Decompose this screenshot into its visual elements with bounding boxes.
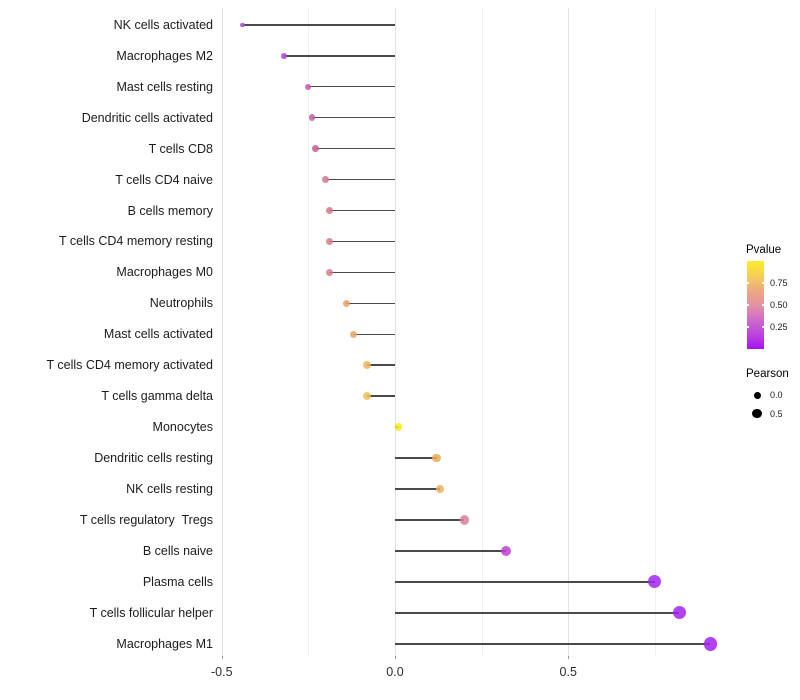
category-label: T cells CD4 memory resting — [59, 234, 213, 249]
data-point — [394, 423, 403, 431]
data-point — [703, 637, 718, 651]
category-label: Macrophages M1 — [116, 636, 213, 651]
pvalue-legend: Pvalue 0.75 0.50 0.25 — [746, 244, 800, 349]
category-label: T cells CD4 memory activated — [46, 358, 214, 373]
pvalue-gradient-tick — [746, 304, 749, 306]
pvalue-gradient-tick — [746, 282, 749, 284]
data-point — [459, 515, 470, 525]
x-axis-tick-label: -0.5 — [210, 665, 233, 679]
lollipop-stem — [395, 612, 680, 614]
pvalue-gradient-tick — [746, 326, 749, 328]
lollipop-stem — [367, 364, 395, 367]
gridline-major — [221, 8, 223, 656]
category-label: Plasma cells — [142, 574, 213, 589]
gridline-minor — [481, 8, 483, 656]
pearson-legend-label: 0.0 — [770, 390, 783, 400]
lollipop-stem — [395, 550, 506, 552]
lollipop-stem — [308, 85, 395, 88]
x-axis-tick — [395, 656, 396, 659]
pvalue-legend-title: Pvalue — [746, 244, 782, 256]
lollipop-stem — [325, 178, 395, 181]
data-point — [349, 330, 358, 339]
x-axis-tick — [221, 656, 223, 659]
data-point — [325, 207, 333, 214]
category-label: B cells naive — [142, 543, 213, 558]
pearson-legend: Pearson 0.0 0.5 — [746, 368, 800, 419]
data-point — [342, 299, 351, 308]
category-label: Neutrophils — [149, 296, 213, 311]
lollipop-stem — [395, 643, 711, 645]
pvalue-tick-label: 0.50 — [770, 300, 788, 310]
data-point — [325, 237, 333, 245]
category-label: T cells CD8 — [148, 141, 213, 156]
lollipop-stem — [346, 302, 395, 305]
category-label: NK cells resting — [126, 482, 213, 497]
data-point — [325, 268, 333, 276]
pearson-legend-dot — [753, 391, 761, 399]
data-point — [672, 606, 686, 620]
lollipop-stem — [329, 271, 395, 274]
pvalue-tick-label: 0.75 — [770, 278, 788, 288]
lollipop-stem — [367, 395, 395, 397]
pvalue-gradient-tick — [761, 282, 764, 284]
category-label: Dendritic cells activated — [81, 110, 213, 125]
lollipop-stem — [395, 519, 465, 521]
x-axis-tick — [568, 656, 570, 659]
category-label: Mast cells resting — [116, 79, 213, 94]
lollipop-stem — [395, 581, 655, 583]
category-label: NK cells activated — [113, 17, 213, 32]
category-label: T cells follicular helper — [89, 605, 213, 620]
data-point — [240, 22, 245, 28]
lollipop-stem — [242, 24, 395, 26]
data-point — [435, 484, 445, 494]
pearson-legend-dot — [752, 408, 762, 419]
pearson-legend-label: 0.5 — [770, 408, 783, 419]
data-point — [363, 361, 372, 370]
category-label: T cells gamma delta — [101, 389, 213, 404]
pvalue-gradient-bar — [747, 261, 764, 349]
lollipop-stem — [395, 457, 437, 459]
category-label: T cells regulatory Tregs — [79, 513, 213, 527]
data-point — [308, 114, 316, 121]
data-point — [648, 575, 662, 589]
lollipop-stem — [353, 333, 395, 336]
gridline-major — [395, 8, 396, 656]
category-label: B cells memory — [127, 203, 213, 218]
category-label: Mast cells activated — [103, 327, 213, 342]
pvalue-gradient-tick — [761, 304, 764, 306]
gridline-minor — [654, 8, 656, 656]
pearson-legend-title: Pearson — [746, 368, 789, 380]
data-point — [305, 83, 312, 90]
gridline-major — [568, 8, 570, 656]
lollipop-stem — [284, 54, 395, 57]
data-point — [432, 453, 441, 463]
gridline-minor — [308, 8, 310, 656]
category-label: Macrophages M2 — [116, 48, 213, 63]
lollipop-stem — [315, 147, 395, 150]
category-label: Macrophages M0 — [116, 265, 213, 280]
data-point — [312, 145, 319, 152]
x-axis-tick-label: 0.5 — [559, 665, 577, 679]
category-label: T cells CD4 naive — [115, 172, 213, 187]
lollipop-stem — [311, 116, 395, 119]
data-point — [281, 53, 287, 59]
pvalue-gradient-tick — [761, 326, 764, 328]
category-label: Monocytes — [152, 420, 213, 435]
lollipop-stem — [329, 240, 395, 243]
data-point — [363, 392, 372, 401]
lollipop-stem — [329, 209, 395, 212]
x-axis-tick-label: 0.0 — [386, 665, 404, 679]
plot-panel — [218, 8, 732, 656]
category-label: Dendritic cells resting — [94, 451, 213, 466]
data-point — [322, 176, 330, 184]
pvalue-tick-label: 0.25 — [770, 322, 788, 332]
data-point — [500, 545, 511, 556]
lollipop-stem — [395, 488, 441, 490]
